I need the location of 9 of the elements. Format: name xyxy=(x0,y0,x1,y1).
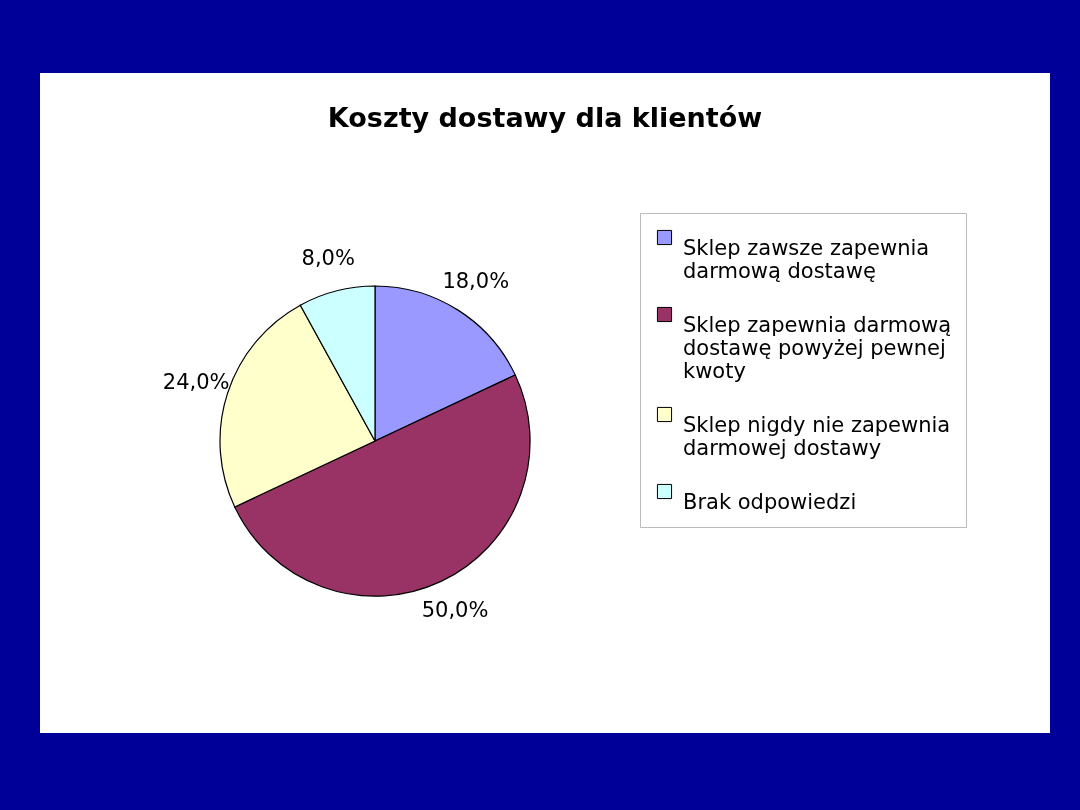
legend-label: Sklep nigdy nie zapewnia darmowej dostawy xyxy=(683,412,951,460)
legend-label: Brak odpowiedzi xyxy=(683,489,857,514)
data-label: 50,0% xyxy=(421,598,489,623)
legend-label: Sklep zapewnia darmową dostawę powyżej pewnej kwoty xyxy=(683,312,952,383)
chart-title: Koszty dostawy dla klientów xyxy=(327,102,763,133)
legend-label: Sklep zawsze zapewnia darmową dostawę xyxy=(683,235,930,283)
data-label: 24,0% xyxy=(162,369,230,394)
data-label: 18,0% xyxy=(442,269,510,294)
data-label: 8,0% xyxy=(301,245,355,270)
